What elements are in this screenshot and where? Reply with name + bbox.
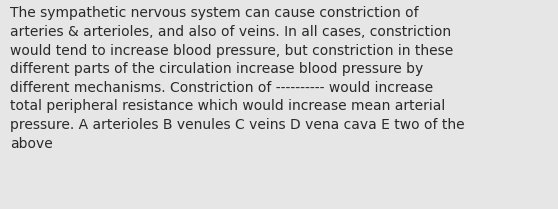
Text: The sympathetic nervous system can cause constriction of
arteries & arterioles, : The sympathetic nervous system can cause… [10, 6, 465, 151]
